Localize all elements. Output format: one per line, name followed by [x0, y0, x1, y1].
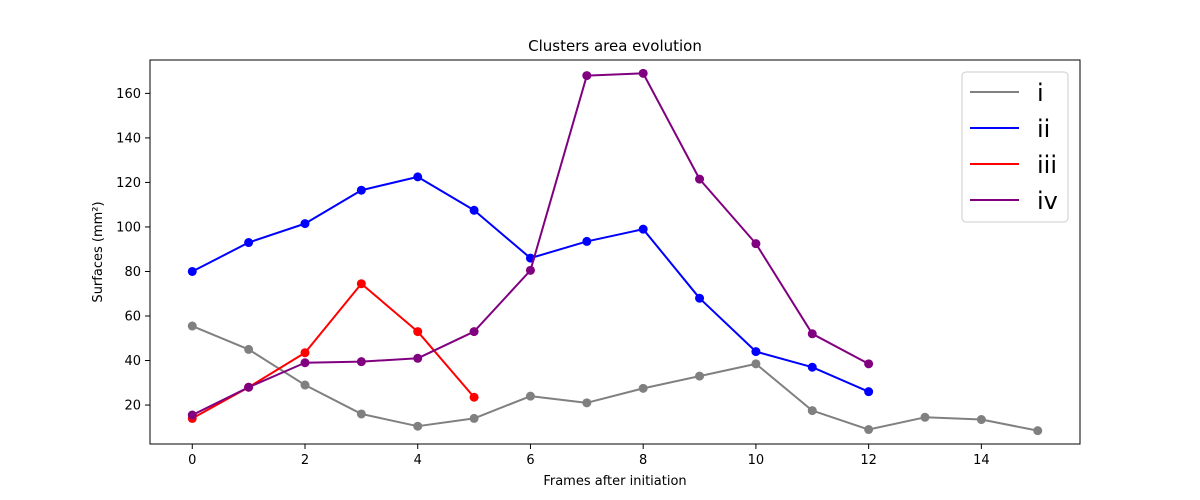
y-tick-label: 140 — [116, 131, 141, 146]
data-point-iv-6 — [525, 265, 535, 275]
data-point-i-0 — [187, 321, 197, 331]
data-point-i-7 — [582, 398, 592, 408]
data-point-ii-4 — [413, 172, 423, 182]
data-point-iv-9 — [695, 174, 705, 184]
data-point-iv-10 — [751, 239, 761, 249]
x-tick-label: 10 — [748, 453, 765, 468]
plot-area — [187, 68, 1043, 436]
data-point-iii-2 — [300, 348, 310, 358]
legend-label-iv: iv — [1037, 187, 1058, 215]
data-point-iii-5 — [469, 392, 479, 402]
y-tick-label: 100 — [116, 220, 141, 235]
legend-label-iii: iii — [1037, 151, 1057, 179]
data-point-iv-1 — [244, 382, 254, 392]
data-point-i-2 — [300, 380, 310, 390]
data-point-iv-2 — [300, 358, 310, 368]
series-line-iv — [191, 72, 870, 417]
y-tick-label: 60 — [124, 310, 141, 325]
x-axis-title: Frames after initiation — [543, 474, 686, 489]
data-point-i-3 — [356, 409, 366, 419]
data-point-i-9 — [695, 371, 705, 381]
x-tick-label: 2 — [301, 453, 309, 468]
y-axis-title: Surfaces (mm²) — [91, 201, 106, 302]
data-point-i-4 — [413, 421, 423, 431]
data-point-i-11 — [807, 406, 817, 416]
data-point-i-10 — [751, 359, 761, 369]
chart-title: Clusters area evolution — [528, 37, 702, 55]
data-point-i-14 — [976, 415, 986, 425]
y-tick-label: 120 — [116, 176, 141, 191]
legend-label-i: i — [1037, 79, 1044, 107]
y-tick-label: 20 — [124, 399, 141, 414]
legend-label-ii: ii — [1037, 115, 1050, 143]
data-point-i-1 — [244, 344, 254, 354]
y-tick-label: 80 — [124, 265, 141, 280]
axes-frame — [149, 59, 1081, 445]
data-point-i-6 — [525, 391, 535, 401]
data-point-i-8 — [638, 383, 648, 393]
x-tick-label: 6 — [526, 453, 534, 468]
x-tick-label: 14 — [973, 453, 990, 468]
data-point-iv-5 — [469, 327, 479, 337]
y-tick-label: 160 — [116, 87, 141, 102]
ticks: 0 2 4 6 8 10 12 14 20 40 60 80 100 120 140 160 — [116, 87, 989, 468]
x-tick-label: 12 — [860, 453, 877, 468]
data-point-ii-2 — [300, 219, 310, 229]
data-point-ii-0 — [187, 266, 197, 276]
data-point-iv-8 — [638, 68, 648, 78]
y-tick-label: 40 — [124, 354, 141, 369]
data-point-iv-12 — [864, 359, 874, 369]
data-point-iv-11 — [807, 329, 817, 339]
data-point-ii-5 — [469, 205, 479, 215]
x-tick-label: 4 — [414, 453, 422, 468]
data-point-iii-3 — [356, 279, 366, 289]
data-point-ii-7 — [582, 236, 592, 246]
data-point-iii-4 — [413, 327, 423, 337]
data-point-iv-7 — [582, 71, 592, 81]
data-point-ii-10 — [751, 347, 761, 357]
data-point-iv-3 — [356, 357, 366, 367]
data-point-ii-9 — [695, 293, 705, 303]
data-point-i-5 — [469, 413, 479, 423]
data-point-ii-12 — [864, 387, 874, 397]
legend-box — [961, 71, 1069, 223]
series-line-i — [191, 325, 1039, 432]
x-tick-label: 0 — [188, 453, 196, 468]
data-point-ii-11 — [807, 362, 817, 372]
data-point-i-15 — [1033, 426, 1043, 436]
data-point-ii-1 — [244, 238, 254, 248]
x-tick-label: 8 — [639, 453, 647, 468]
axes — [149, 59, 1081, 445]
data-point-i-13 — [920, 412, 930, 422]
data-point-iv-4 — [413, 353, 423, 363]
data-point-ii-8 — [638, 224, 648, 234]
data-point-ii-3 — [356, 185, 366, 195]
data-point-i-12 — [864, 425, 874, 435]
data-point-iv-0 — [187, 410, 197, 420]
